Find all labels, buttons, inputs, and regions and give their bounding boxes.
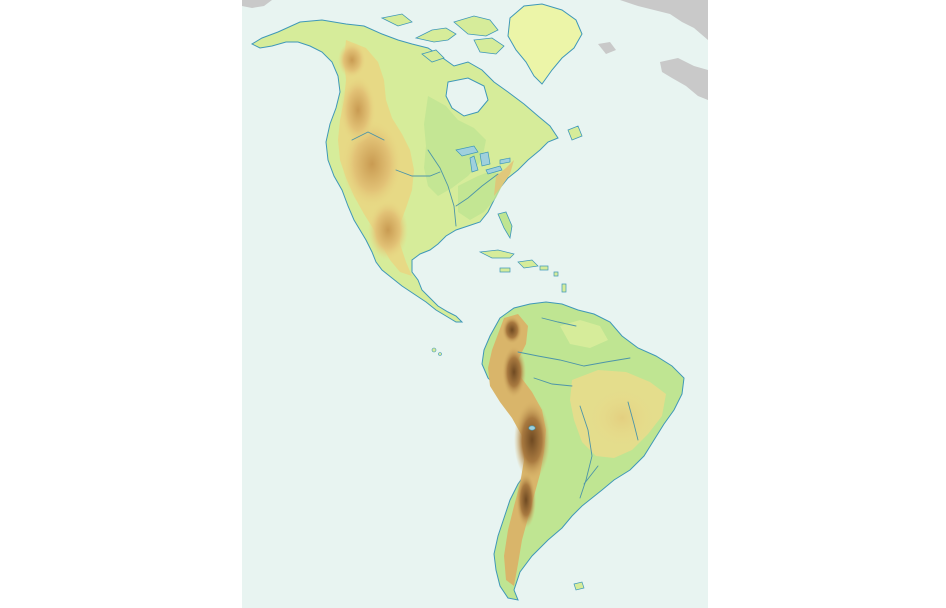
caribbean-islands (478, 249, 567, 293)
lake-titicaca (528, 425, 536, 431)
relief-map (242, 0, 708, 608)
great-lakes (455, 145, 511, 175)
greenland (507, 3, 583, 85)
galapagos-islands (431, 347, 442, 356)
south-america (481, 301, 685, 601)
north-america (250, 13, 583, 323)
other-continents (242, 0, 708, 100)
rivers (351, 131, 639, 499)
